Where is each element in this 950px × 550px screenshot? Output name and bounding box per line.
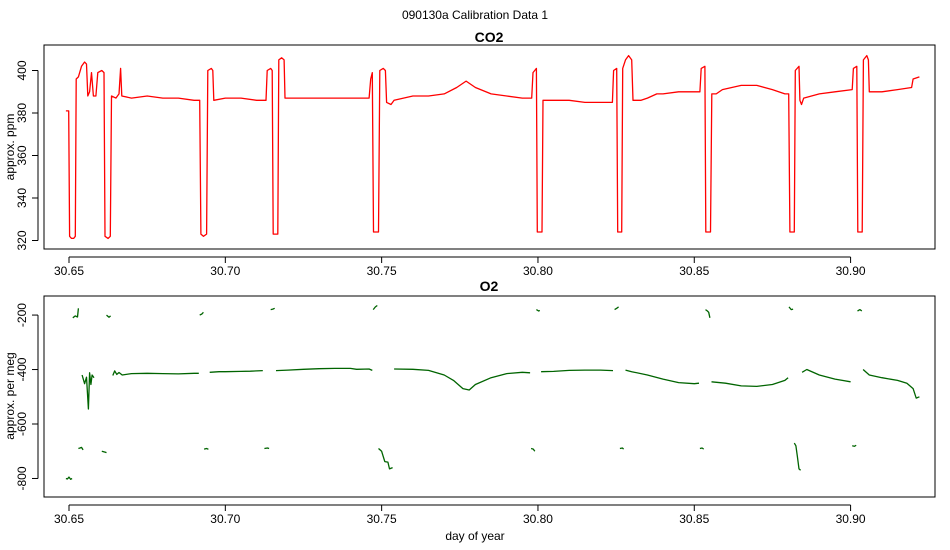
co2-y-tick-label: 360 xyxy=(15,145,29,165)
co2-x-tick-label: 30.85 xyxy=(679,264,709,278)
o2-series-line-segment-27 xyxy=(793,442,802,471)
o2-series-line-segment-30 xyxy=(857,308,863,312)
co2-x-tick-label: 30.70 xyxy=(210,264,240,278)
co2-title: CO2 xyxy=(475,29,504,45)
co2-y-tick-label: 380 xyxy=(15,103,29,123)
o2-series xyxy=(65,304,920,480)
o2-y-tick-label: -200 xyxy=(15,303,29,327)
co2-x-tick-label: 30.80 xyxy=(523,264,553,278)
o2-series-line-segment-1 xyxy=(65,476,73,480)
o2-series-line-segment-22 xyxy=(625,369,700,385)
o2-x-tick-label: 30.70 xyxy=(210,512,240,526)
o2-series-line-segment-3 xyxy=(78,446,84,451)
o2-series-line-segment-16 xyxy=(394,368,531,391)
o2-panel: O2 30.65 30.70 30.75 30.80 30.85 30.90 -800 -6… xyxy=(3,278,936,543)
o2-series-line-segment-21 xyxy=(619,447,625,450)
co2-y-axis: 320 340 360 380 400 xyxy=(15,60,39,251)
co2-series-line xyxy=(65,54,920,240)
co2-series xyxy=(65,54,920,240)
o2-y-axis: -800 -600 -400 -200 xyxy=(15,303,39,490)
o2-series-line-segment-28 xyxy=(801,368,851,383)
o2-series-line-segment-31 xyxy=(862,369,920,399)
o2-series-line-segment-14 xyxy=(372,304,378,311)
o2-series-line-segment-24 xyxy=(705,309,711,318)
o2-series-line-segment-5 xyxy=(101,450,107,454)
co2-x-tick-label: 30.65 xyxy=(54,264,84,278)
o2-y-tick-label: -600 xyxy=(15,412,29,436)
o2-y-tick-label: -800 xyxy=(15,466,29,490)
o2-series-line-segment-29 xyxy=(852,444,857,447)
o2-x-tick-label: 30.90 xyxy=(836,512,866,526)
o2-series-line-segment-9 xyxy=(203,447,209,450)
o2-series-line-segment-18 xyxy=(536,309,541,312)
o2-series-line-segment-15 xyxy=(378,448,393,470)
o2-x-axis: 30.65 30.70 30.75 30.80 30.85 30.90 xyxy=(54,504,866,526)
co2-y-axis-label: approx. ppm xyxy=(3,114,17,181)
o2-series-line-segment-2 xyxy=(72,308,80,319)
o2-series-line-segment-6 xyxy=(106,314,112,318)
o2-x-tick-label: 30.80 xyxy=(523,512,553,526)
co2-y-tick-label: 400 xyxy=(15,60,29,80)
o2-y-tick-label: -400 xyxy=(15,357,29,381)
co2-x-axis: 30.65 30.70 30.75 30.80 30.85 30.90 xyxy=(54,256,866,278)
o2-series-line-segment-8 xyxy=(199,311,204,316)
figure-title: 090130a Calibration Data 1 xyxy=(402,8,548,22)
o2-series-line-segment-13 xyxy=(275,367,373,372)
o2-x-tick-label: 30.85 xyxy=(679,512,709,526)
o2-title: O2 xyxy=(480,278,499,294)
o2-series-line-segment-7 xyxy=(112,370,199,376)
o2-series-line-segment-26 xyxy=(788,306,794,311)
o2-series-line-segment-19 xyxy=(541,369,614,373)
o2-series-line-segment-4 xyxy=(81,372,95,410)
o2-plot-frame xyxy=(43,295,936,498)
o2-x-tick-label: 30.75 xyxy=(367,512,397,526)
o2-x-tick-label: 30.65 xyxy=(54,512,84,526)
co2-x-tick-label: 30.75 xyxy=(367,264,397,278)
co2-panel: CO2 30.65 30.70 30.75 30.80 30.85 30.90 320 34… xyxy=(3,29,936,278)
co2-x-tick-label: 30.90 xyxy=(836,264,866,278)
o2-series-line-segment-12 xyxy=(270,307,275,311)
co2-plot-frame xyxy=(43,44,936,250)
o2-series-line-segment-11 xyxy=(264,447,270,450)
co2-y-tick-label: 340 xyxy=(15,188,29,208)
o2-series-line-segment-20 xyxy=(614,306,619,311)
o2-series-line-segment-25 xyxy=(711,377,789,388)
o2-series-line-segment-10 xyxy=(209,369,263,373)
o2-y-axis-label: approx. per meg xyxy=(3,352,17,439)
o2-series-line-segment-23 xyxy=(699,447,705,450)
o2-series-line-segment-17 xyxy=(530,447,536,452)
co2-y-tick-label: 320 xyxy=(15,230,29,250)
x-axis-label: day of year xyxy=(445,529,504,543)
